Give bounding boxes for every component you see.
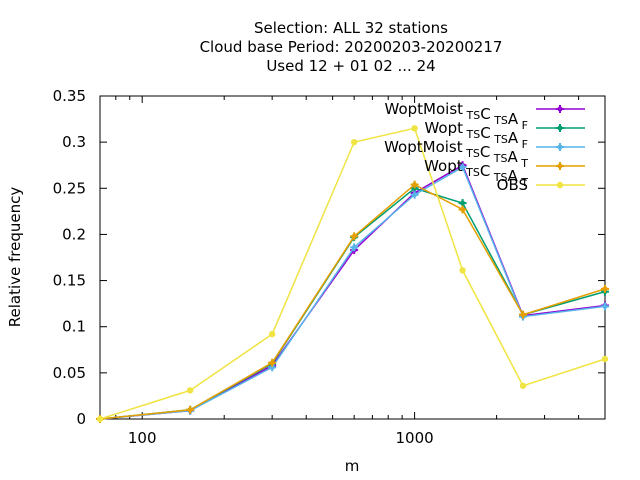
data-point: [410, 180, 419, 189]
data-point: [411, 125, 418, 132]
marker-core: [557, 125, 563, 131]
title-line-2: Cloud base Period: 20200203-20200217: [200, 38, 503, 56]
y-tick-label: 0.25: [53, 179, 86, 197]
series-line: [99, 166, 606, 420]
data-point: [350, 232, 359, 241]
data-point: [268, 358, 277, 367]
plot-frame: [99, 95, 606, 420]
data-point: [410, 190, 419, 199]
data-point: [601, 355, 609, 363]
series-group: [96, 125, 609, 423]
data-point: [556, 181, 564, 189]
x-axis: 100 1000: [99, 96, 606, 447]
data-point: [268, 330, 276, 338]
data-point: [186, 387, 194, 394]
title-line-3: Used 12 + 01 02 ... 24: [266, 57, 435, 75]
legend-label: Wopt TSC TSA F: [424, 119, 528, 151]
data-point: [556, 143, 564, 151]
series-3: [96, 163, 609, 423]
data-point: [350, 138, 358, 146]
marker-core: [557, 106, 563, 112]
data-point: [458, 163, 467, 172]
y-tick-label: 0.1: [62, 318, 86, 336]
x-tick-label: 1000: [396, 429, 434, 447]
y-tick-label: 0.35: [53, 87, 86, 105]
data-point: [556, 105, 564, 113]
series-1: [96, 161, 609, 423]
series-line: [99, 127, 606, 420]
marker-core: [412, 192, 418, 198]
marker-core: [351, 233, 357, 239]
data-point: [556, 162, 564, 170]
y-tick-label: 0.3: [62, 133, 86, 151]
series-5: [96, 125, 609, 423]
data-point: [519, 382, 527, 389]
marker-core: [460, 200, 466, 206]
series-line: [99, 164, 606, 420]
data-point: [350, 243, 359, 252]
data-point: [186, 405, 195, 414]
y-tick-label: 0.15: [53, 272, 86, 290]
marker-core: [460, 207, 466, 213]
x-tick-label: 100: [128, 429, 157, 447]
marker-core: [187, 407, 193, 413]
data-point: [458, 205, 467, 214]
legend-label: WoptMoist TSC TSA T: [384, 138, 528, 170]
marker-core: [269, 360, 275, 366]
marker-core: [602, 303, 608, 309]
marker-core: [460, 164, 466, 170]
y-axis-label: Relative frequency: [6, 187, 24, 328]
y-tick-label: 0.05: [53, 364, 86, 382]
data-point: [601, 302, 609, 311]
x-axis-label: m: [345, 457, 360, 475]
marker-core: [351, 244, 357, 250]
data-point: [96, 415, 104, 423]
marker-core: [557, 144, 563, 150]
legend-label: OBS: [497, 176, 528, 194]
marker-core: [520, 312, 526, 318]
y-tick-label: 0: [76, 410, 86, 428]
marker-core: [269, 364, 275, 370]
series-line: [99, 183, 606, 420]
marker-core: [557, 163, 563, 169]
marker-core: [602, 286, 608, 292]
chart-title: Selection: ALL 32 stations Cloud base Pe…: [200, 19, 503, 75]
data-point: [518, 310, 527, 319]
title-line-1: Selection: ALL 32 stations: [254, 19, 448, 37]
legend-label: WoptMoist TSC TSA F: [385, 100, 529, 132]
data-point: [459, 267, 466, 274]
series-2: [96, 184, 609, 423]
y-tick-label: 0.2: [62, 225, 86, 243]
data-point: [556, 124, 564, 132]
legend-label: Wopt TSC TSA T: [424, 157, 528, 189]
y-axis: 0 0.05 0.1 0.15 0.2 0.25 0.3 0.35: [53, 87, 605, 428]
series-4: [96, 180, 609, 423]
data-point: [601, 284, 609, 293]
marker-core: [412, 182, 418, 188]
